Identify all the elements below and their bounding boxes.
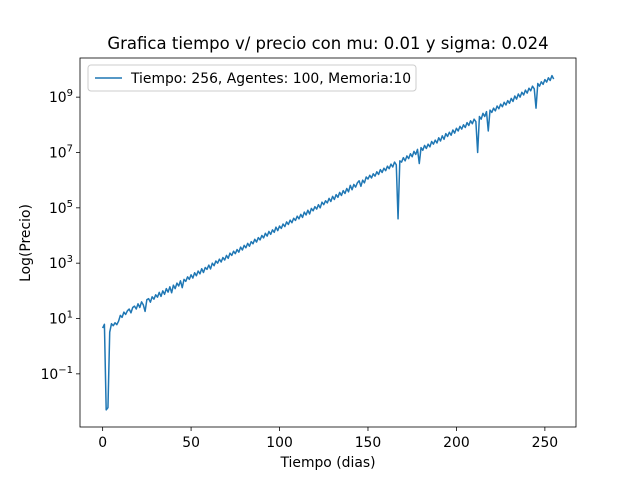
y-tick-label: 109 [49,88,73,106]
y-tick-label: 107 [49,143,73,161]
x-tick-label: 0 [98,435,107,451]
tick-base: 10 [41,367,59,383]
tick-exponent: 1 [67,310,73,321]
tick-exponent: −1 [58,365,73,376]
tick-base: 10 [49,201,67,217]
y-tick-label: 103 [49,254,73,272]
data-line [101,74,555,411]
tick-base: 10 [49,90,67,106]
y-tick-label: 10−1 [41,365,73,383]
y-axis-label: Log(Precio) [18,204,34,282]
tick-base: 10 [49,256,67,272]
x-tick-label: 200 [443,435,470,451]
legend-box [87,64,417,92]
axes-frame [79,57,577,428]
x-axis-label: Tiempo (dias) [280,455,376,471]
tick-exponent: 5 [67,199,73,210]
series-group [101,74,555,411]
x-tick-label: 100 [266,435,293,451]
y-tick-label: 105 [49,199,73,217]
tick-exponent: 7 [67,143,73,154]
x-tick-label: 250 [532,435,559,451]
legend-label: Tiempo: 256, Agentes: 100, Memoria:10 [130,71,411,87]
tick-exponent: 9 [67,88,73,99]
tick-exponent: 3 [67,254,73,265]
chart-title: Grafica tiempo v/ precio con mu: 0.01 y … [107,34,548,53]
y-tick-label: 101 [49,310,73,328]
tick-base: 10 [49,312,67,328]
x-tick-label: 50 [182,435,200,451]
x-tick-label: 150 [355,435,382,451]
tick-base: 10 [49,145,67,161]
